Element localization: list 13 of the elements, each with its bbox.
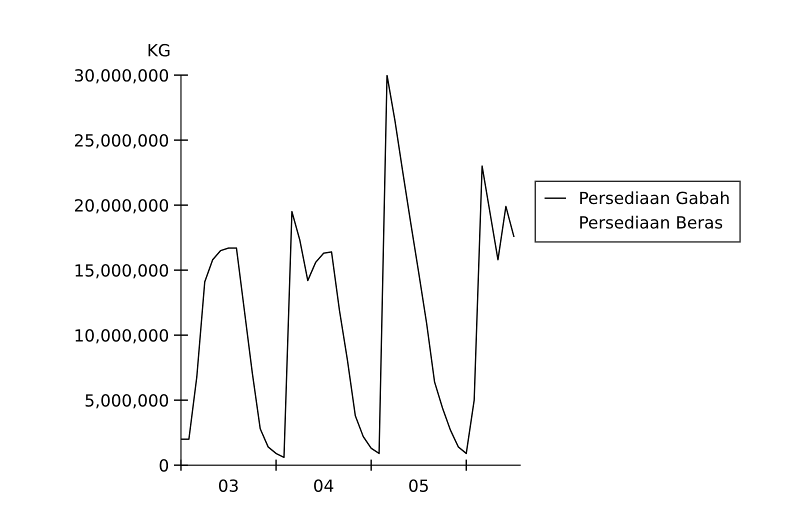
y-tick-label: 5,000,000: [86, 394, 168, 408]
y-tick-label: 0: [160, 459, 168, 472]
x-tick-label: 04: [314, 479, 334, 492]
y-tick-label: 15,000,000: [76, 264, 168, 278]
y-tick-label: 30,000,000: [75, 69, 168, 84]
y-tick-label: 25,000,000: [74, 134, 168, 148]
x-tick-label: 05: [409, 479, 428, 492]
y-tick-label: 20,000,000: [74, 199, 168, 214]
x-tick-label: 03: [219, 479, 238, 492]
y-axis-title: KG: [148, 44, 170, 57]
legend-label: Persediaan Gabah: [580, 191, 729, 204]
text: Persediaan Beras: [580, 216, 722, 229]
y-tick-label: 10,000,000: [76, 329, 168, 344]
